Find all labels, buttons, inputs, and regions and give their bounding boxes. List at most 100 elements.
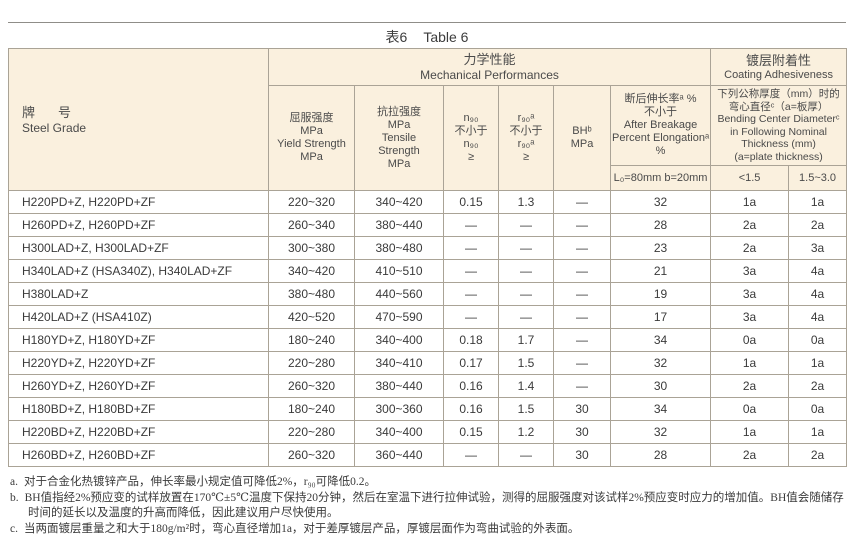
value-cell: 2a [788,213,848,237]
value-cell: 32 [609,351,712,375]
elongation-line: Percent Elongationᵃ [612,132,710,144]
header-bending-diameter: 下列公称厚度（mm）时的 弯心直径ᶜ（a=板厚） Bending Center … [710,85,848,166]
steel-grade-cell: H260BD+Z, H260BD+ZF [8,443,269,467]
value-cell: 360~440 [354,443,444,467]
mechanical-label-en: Mechanical Performances [420,68,559,82]
value-cell: 380~480 [354,236,444,260]
value-cell: 0a [788,328,848,352]
value-cell: 0.18 [443,328,499,352]
value-cell: 21 [609,259,712,283]
table-row: H260YD+Z, H260YD+ZF 260~320 380~440 0.16 1.4… [8,374,848,398]
value-cell: 0.17 [443,351,499,375]
value-cell: 180~240 [268,328,355,352]
bh-line: MPa [570,138,594,150]
table-row: H220PD+Z, H220PD+ZF 220~320 340~420 0.15 1.3… [8,190,848,214]
bend-line: 下列公称厚度（mm）时的 [717,88,840,100]
footnote-c: c. 当两面镀层重量之和大于180g/m²时，弯心直径增加1a，对于差厚镀层产品，… [10,522,848,537]
steel-grade-cell: H340LAD+Z (HSA340Z), H340LAD+ZF [8,259,269,283]
value-cell: 1.7 [498,328,554,352]
footnote-a-marker: a. [10,476,18,488]
value-cell: 1a [788,351,848,375]
bend-line: Bending Center Diameterᶜ [717,113,840,125]
value-cell: — [553,282,611,306]
value-cell: 220~280 [268,351,355,375]
value-cell: — [498,282,554,306]
header-elongation: 断后伸长率ᵃ % 不小于 After Breakage Percent Elon… [609,85,712,166]
header-thickness-lt-1-5: <1.5 [710,165,790,191]
tensile-line: Tensile [381,131,417,144]
value-cell: 34 [609,397,712,421]
value-cell: 3a [788,236,848,260]
value-cell: — [553,190,611,214]
steel-grade-cell: H300LAD+Z, H300LAD+ZF [8,236,269,260]
value-cell: 1a [710,351,790,375]
steel-grade-cell: H380LAD+Z [8,282,269,306]
value-cell: 220~320 [268,190,355,214]
mechanical-label-zh: 力学性能 [463,52,516,67]
value-cell: 340~420 [268,259,355,283]
value-cell: 0.15 [443,420,499,444]
steel-grade-cell: H220YD+Z, H220YD+ZF [8,351,269,375]
value-cell: 2a [788,374,848,398]
value-cell: 0a [788,397,848,421]
n90-line: n₉₀ [463,138,479,150]
value-cell: 0a [710,397,790,421]
value-cell: 0.16 [443,374,499,398]
value-cell: 300~360 [354,397,444,421]
bend-line: Thickness (mm) [741,138,816,150]
value-cell: — [498,213,554,237]
table-row: H220BD+Z, H220BD+ZF 220~280 340~400 0.15 1.2… [8,420,848,444]
value-cell: 410~510 [354,259,444,283]
header-coating-adhesiveness: 镀层附着性 Coating Adhesiveness [710,48,848,86]
value-cell: 380~440 [354,374,444,398]
table-row: H420LAD+Z (HSA410Z) 420~520 470~590— — —17 3a… [8,305,848,329]
bend-line: (a=plate thickness) [734,150,823,163]
value-cell: 2a [710,443,790,467]
value-cell: 4a [788,282,848,306]
elongation-line: 断后伸长率ᵃ % [624,93,697,105]
footnotes: a. 对于合金化热镀锌产品，伸长率最小规定值可降低2%，r₉₀可降低0.2。 b.… [10,475,848,538]
value-cell: 1.3 [498,190,554,214]
value-cell: 30 [553,420,611,444]
value-cell: 260~340 [268,213,355,237]
value-cell: 340~400 [354,420,444,444]
yield-line: 屈服强度 [289,112,334,124]
steel-grade-cell: H180BD+Z, H180BD+ZF [8,397,269,421]
value-cell: 0.15 [443,190,499,214]
table-row: H340LAD+Z (HSA340Z), H340LAD+ZF 340~420 41… [8,259,848,283]
value-cell: 28 [609,443,712,467]
value-cell: 340~400 [354,328,444,352]
value-cell: 340~410 [354,351,444,375]
value-cell: — [443,236,499,260]
value-cell: 380~480 [268,282,355,306]
steel-grade-cell: H420LAD+Z (HSA410Z) [8,305,269,329]
value-cell: 32 [609,420,712,444]
value-cell: — [443,305,499,329]
steel-grade-table: 牌 号 Steel Grade 力学性能 Mechanical Performa… [8,48,848,467]
r90-line: r₉₀ᵃ [517,138,535,150]
value-cell: 1a [710,420,790,444]
header-n90: n₉₀ 不小于 n₉₀ ≥ [443,85,499,191]
value-cell: — [553,328,611,352]
footnote-c-marker: c. [10,523,18,535]
footnote-b-text: BH值指经2%预应变的试样放置在170℃±5℃温度下保持20分钟，然后在室温下进… [24,492,844,519]
value-cell: 300~380 [268,236,355,260]
value-cell: 440~560 [354,282,444,306]
value-cell: — [498,443,554,467]
value-cell: 1a [710,190,790,214]
value-cell: — [553,305,611,329]
value-cell: — [498,236,554,260]
r90-line: ≥ [522,151,530,163]
value-cell: 2a [788,443,848,467]
value-cell: 2a [710,236,790,260]
r90-line: 不小于 [509,125,543,137]
steel-grade-label-zh: 牌 号 [22,104,77,120]
tensile-line: MPa [387,157,411,170]
steel-grade-cell: H260PD+Z, H260PD+ZF [8,213,269,237]
table-row: H180BD+Z, H180BD+ZF 180~240 300~360 0.16 1.5… [8,397,848,421]
steel-grade-cell: H220BD+Z, H220BD+ZF [8,420,269,444]
table-row: H180YD+Z, H180YD+ZF 180~240 340~400 0.18 1.7… [8,328,848,352]
header-gauge-length: L₀=80mm b=20mm [609,165,712,191]
footnote-b: b. BH值指经2%预应变的试样放置在170℃±5℃温度下保持20分钟，然后在室温… [10,491,848,521]
value-cell: 4a [788,305,848,329]
